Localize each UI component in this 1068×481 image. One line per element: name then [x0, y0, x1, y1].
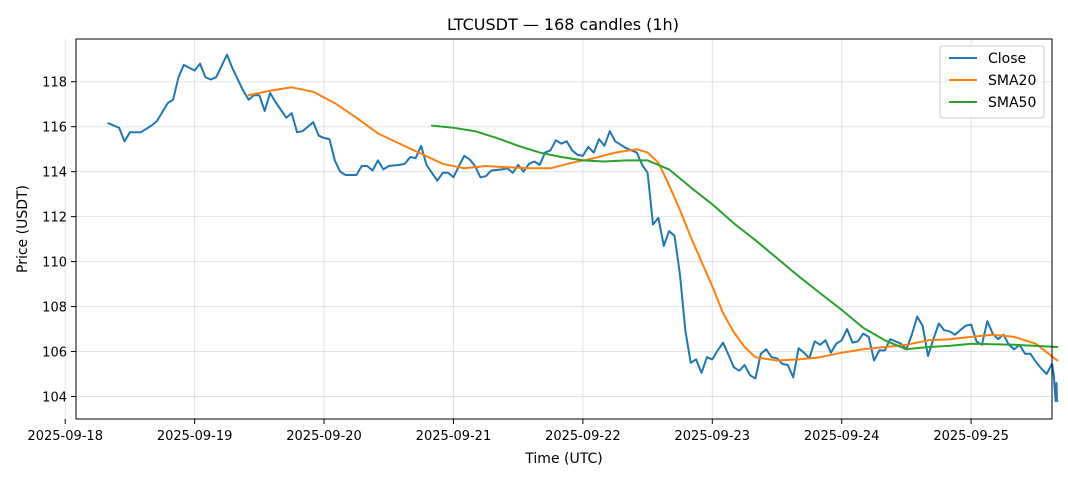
x-tick-label: 2025-09-22: [545, 429, 621, 444]
x-tick-label: 2025-09-23: [675, 429, 751, 444]
legend-label-sma20: SMA20: [988, 73, 1036, 89]
legend-label-close: Close: [988, 51, 1026, 67]
x-tick-label: 2025-09-25: [933, 429, 1009, 444]
x-tick-label: 2025-09-24: [804, 429, 880, 444]
y-tick-label: 104: [42, 391, 67, 406]
x-tick-label: 2025-09-20: [286, 429, 362, 444]
y-tick-label: 118: [42, 76, 67, 91]
series-line-sma20: [247, 86, 1059, 362]
y-axis-label: Price (USDT): [15, 185, 31, 273]
x-tick-label: 2025-09-18: [27, 429, 103, 444]
y-tick-label: 112: [42, 211, 67, 226]
legend: Close SMA20 SMA50: [939, 45, 1045, 119]
y-tick-label: 110: [42, 256, 67, 271]
chart-title: LTCUSDT — 168 candles (1h): [447, 15, 679, 34]
y-tick-label: 116: [42, 121, 67, 136]
x-tick-label: 2025-09-21: [416, 429, 492, 444]
series-line-close: [107, 53, 1059, 402]
y-tick-label: 108: [42, 301, 67, 316]
plot-frame: [75, 38, 1053, 420]
x-axis-ticks: 2025-09-18 2025-09-19 2025-09-20 2025-09-21…: [27, 419, 1009, 444]
grid-lines: [64, 39, 1052, 419]
x-axis-label: Time (UTC): [524, 451, 602, 467]
legend-box: [939, 45, 1045, 119]
x-tick-label: 2025-09-19: [157, 429, 233, 444]
y-tick-label: 106: [42, 346, 67, 361]
legend-label-sma50: SMA50: [988, 95, 1036, 111]
series-line-sma50: [430, 124, 1059, 351]
y-axis-ticks: 104 106 108 110 112 114 116 118: [42, 76, 76, 406]
series-lines: [107, 53, 1059, 402]
y-tick-label: 114: [42, 166, 67, 181]
